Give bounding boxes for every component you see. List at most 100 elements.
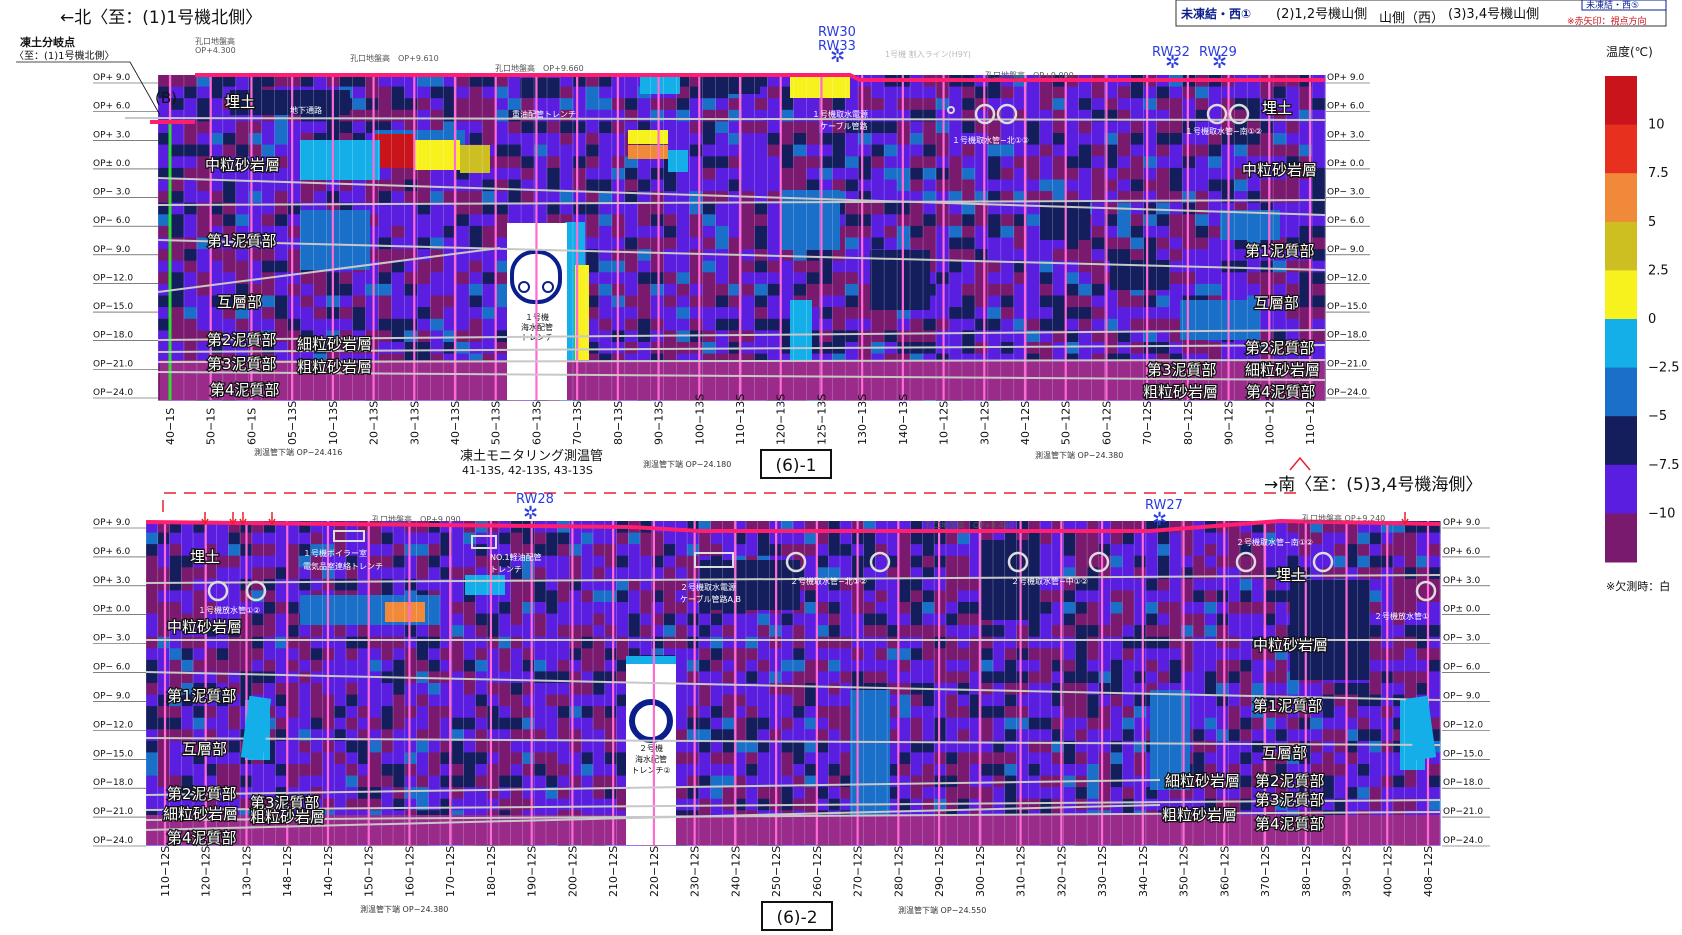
- heat-cell: [340, 284, 354, 296]
- heat-cell: [508, 203, 522, 215]
- heat-cell: [405, 764, 417, 776]
- heat-cell: [962, 121, 976, 133]
- heat-cell: [381, 741, 393, 753]
- heat-cell: [170, 567, 182, 579]
- heat-cell: [981, 625, 993, 637]
- heat-cell: [469, 98, 483, 110]
- heat-cell: [417, 741, 429, 753]
- heat-cell: [197, 191, 211, 203]
- heat-cell: [899, 533, 911, 545]
- heat-cell: [1169, 214, 1183, 226]
- heat-cell: [558, 614, 570, 626]
- heat-cell: [405, 741, 417, 753]
- heat-cell: [475, 718, 487, 730]
- heat-cell: [638, 261, 652, 273]
- heat-cell: [910, 330, 924, 342]
- heat-cell: [1040, 718, 1052, 730]
- heat-cell: [1169, 145, 1183, 157]
- heat-cell: [417, 296, 431, 308]
- heat-cell: [1053, 145, 1067, 157]
- heat-cell: [934, 533, 946, 545]
- heat-cell: [495, 191, 509, 203]
- heat-cell: [687, 671, 699, 683]
- heat-cell: [393, 764, 405, 776]
- heat-cell: [922, 625, 934, 637]
- heat-cell: [311, 706, 323, 718]
- heat-cell: [1040, 787, 1052, 799]
- heat-cell: [716, 110, 730, 122]
- heat-cell: [370, 533, 382, 545]
- heat-cell: [391, 342, 405, 354]
- heat-cell: [690, 284, 704, 296]
- heat-cell: [934, 764, 946, 776]
- heat-cell: [1066, 342, 1080, 354]
- heat-cell: [464, 799, 476, 811]
- heat-cell: [975, 238, 989, 250]
- heat-cell: [146, 660, 158, 672]
- heat-cell: [1040, 625, 1052, 637]
- heat-cell: [946, 602, 958, 614]
- heat-cell: [301, 191, 315, 203]
- heat-cell: [193, 706, 205, 718]
- heat-cell: [311, 625, 323, 637]
- heat-cell: [452, 637, 464, 649]
- depth-tick-left: OP± 0.0: [93, 159, 131, 169]
- heat-cell: [699, 718, 711, 730]
- heat-cell: [988, 249, 1002, 261]
- heat-cell: [988, 307, 1002, 319]
- heat-cell: [378, 226, 392, 238]
- heat-cell: [1040, 614, 1052, 626]
- heat-cell: [946, 579, 958, 591]
- heat-cell: [353, 319, 367, 331]
- heat-cell: [828, 648, 840, 660]
- heat-cell: [197, 261, 211, 273]
- heat-cell: [275, 625, 287, 637]
- heat-cell: [1066, 121, 1080, 133]
- heat-cell: [793, 671, 805, 683]
- heat-cell: [405, 637, 417, 649]
- heat-cell: [675, 544, 687, 556]
- heat-cell: [781, 718, 793, 730]
- heat-cell: [522, 533, 534, 545]
- heat-cell: [1079, 98, 1093, 110]
- heat-cell: [1273, 261, 1287, 273]
- heat-cell: [370, 695, 382, 707]
- heat-cell: [193, 648, 205, 660]
- heat-cell: [452, 625, 464, 637]
- heat-cell: [675, 718, 687, 730]
- heat-cell: [628, 590, 640, 602]
- heat-cell: [456, 249, 470, 261]
- heat-cell: [334, 660, 346, 672]
- heat-cell: [911, 533, 923, 545]
- heat-cell: [988, 180, 1002, 192]
- heat-cell: [210, 272, 224, 284]
- heat-cell: [910, 145, 924, 157]
- heat-cell: [1028, 706, 1040, 718]
- heat-cell: [495, 319, 509, 331]
- heat-cell: [687, 764, 699, 776]
- heat-cell: [988, 214, 1002, 226]
- heat-cell: [758, 637, 770, 649]
- heat-cell: [558, 637, 570, 649]
- heat-cell: [217, 533, 229, 545]
- heat-cell: [899, 590, 911, 602]
- heat-cell: [381, 776, 393, 788]
- heat-cell: [1001, 249, 1015, 261]
- heat-cell: [499, 614, 511, 626]
- heat-cell: [703, 319, 717, 331]
- heat-cell: [958, 556, 970, 568]
- heat-cell: [581, 556, 593, 568]
- heat-cell: [311, 718, 323, 730]
- heat-cell: [664, 238, 678, 250]
- heat-cell: [464, 533, 476, 545]
- heat-cell: [391, 296, 405, 308]
- heat-cell: [391, 238, 405, 250]
- heat-cell: [311, 579, 323, 591]
- heat-cell: [275, 614, 287, 626]
- heat-cell: [146, 752, 158, 764]
- heat-cell: [593, 799, 605, 811]
- heat-cell: [581, 648, 593, 660]
- heat-cell: [958, 648, 970, 660]
- heat-cell: [288, 156, 302, 168]
- heat-cell: [558, 590, 570, 602]
